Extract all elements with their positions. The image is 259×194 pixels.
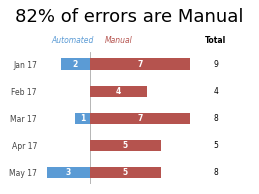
Text: 2: 2 [73, 60, 78, 68]
Text: Automated: Automated [51, 36, 93, 45]
Bar [90, 167, 161, 178]
Bar [61, 58, 90, 70]
Bar [47, 167, 90, 178]
Bar [90, 140, 161, 151]
Text: Total: Total [205, 36, 227, 45]
Text: 8: 8 [213, 114, 218, 123]
Text: 7: 7 [137, 60, 142, 68]
Text: 5: 5 [123, 141, 128, 150]
Text: 5: 5 [123, 168, 128, 177]
Text: 5: 5 [213, 141, 218, 150]
Text: 82% of errors are Manual: 82% of errors are Manual [15, 8, 244, 26]
Bar [75, 113, 90, 124]
Text: 1: 1 [80, 114, 85, 123]
Text: 4: 4 [213, 87, 218, 96]
Bar [90, 113, 190, 124]
Text: Manual: Manual [104, 36, 132, 45]
Text: 4: 4 [116, 87, 121, 96]
Text: 7: 7 [137, 114, 142, 123]
Text: 9: 9 [213, 60, 218, 68]
Bar [90, 86, 147, 97]
Bar [90, 58, 190, 70]
Text: 8: 8 [213, 168, 218, 177]
Text: 3: 3 [66, 168, 71, 177]
